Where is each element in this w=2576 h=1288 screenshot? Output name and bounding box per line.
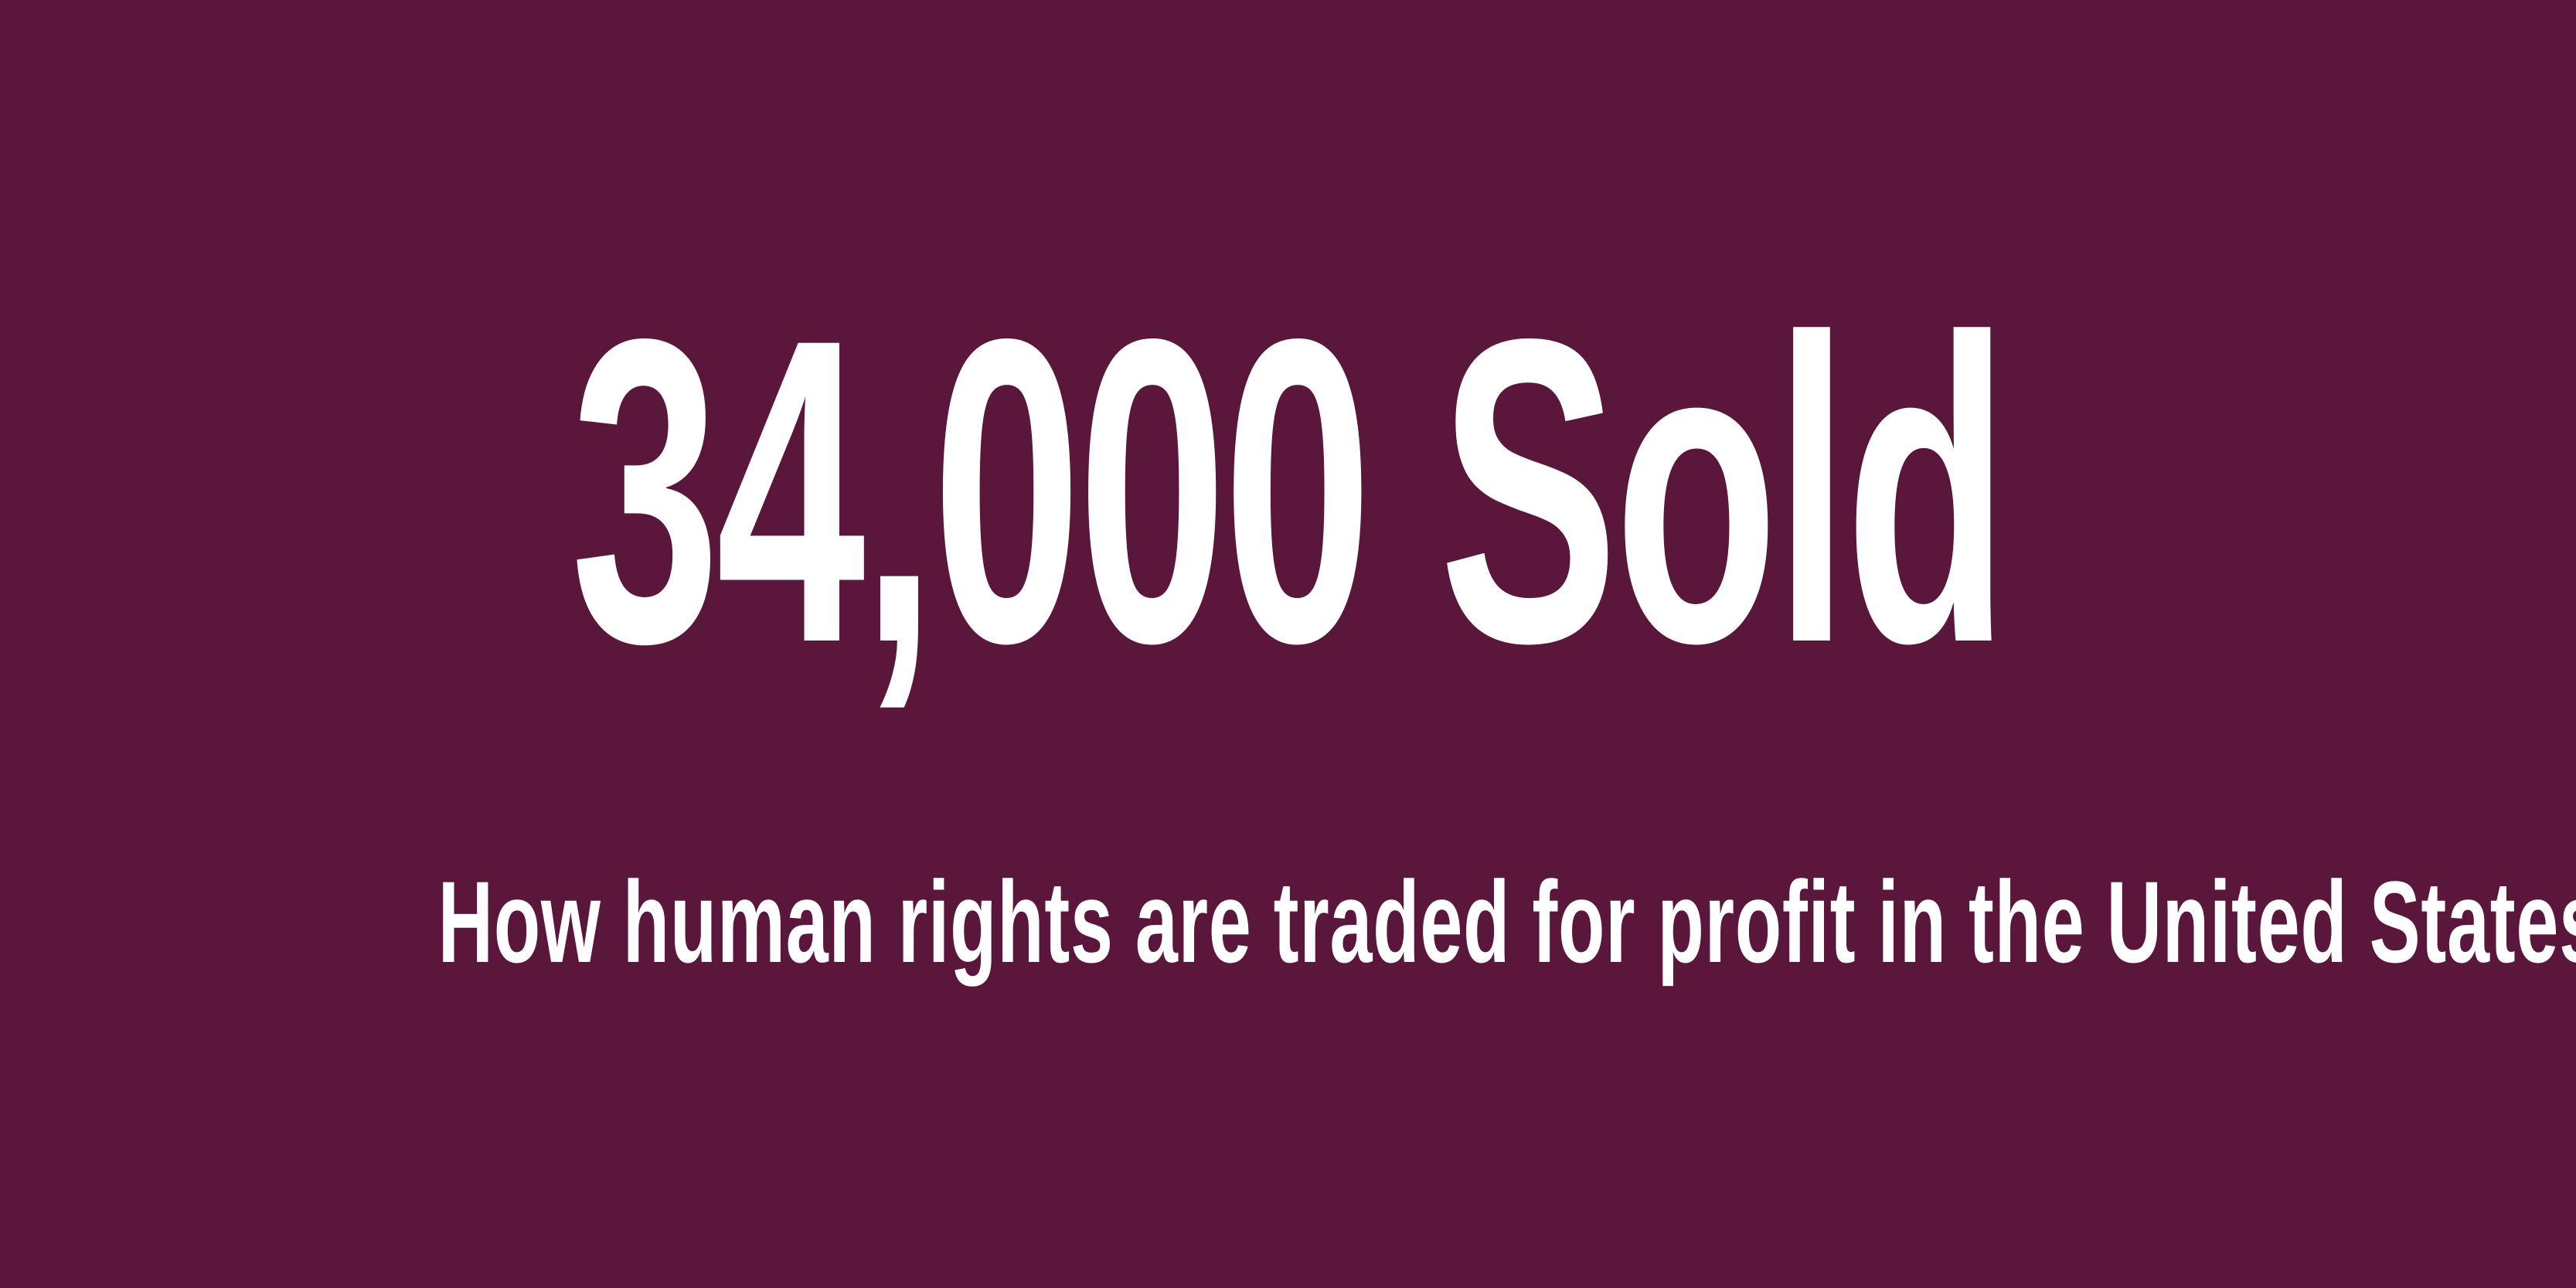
headline: 34,000 Sold	[570, 249, 2009, 732]
subtitle: How human rights are traded for profit i…	[437, 857, 2576, 987]
